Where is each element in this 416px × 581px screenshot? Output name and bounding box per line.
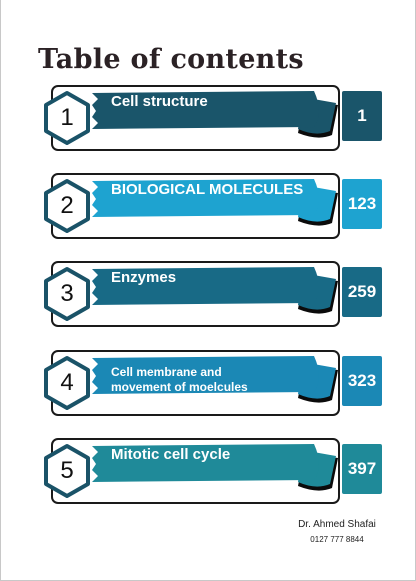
ribbon-body: [92, 444, 319, 482]
toc-entry-number: 5: [60, 457, 74, 484]
ribbon-banner: [92, 91, 338, 138]
ribbon-banner: [92, 356, 338, 403]
toc-entry-number: 1: [60, 104, 74, 131]
toc-entry-title: Enzymes: [111, 269, 177, 286]
ribbon-body: [92, 91, 319, 129]
ribbon-banner: [92, 444, 338, 491]
toc-entry-title: Cell structure: [111, 93, 208, 110]
toc-page-number: 397: [342, 444, 382, 494]
toc-entry[interactable]: Cell structure 1 1: [43, 85, 383, 163]
toc-entry[interactable]: BIOLOGICAL MOLECULES 2 123: [43, 173, 383, 251]
toc-entry-title: Mitotic cell cycle: [111, 446, 231, 463]
author-name: Dr. Ahmed Shafai: [298, 519, 376, 530]
ribbon-body: [92, 267, 319, 305]
hexagon-icon: [44, 444, 90, 498]
toc-entry[interactable]: Enzymes 3 259: [43, 261, 383, 339]
toc-page-number: 1: [342, 91, 382, 141]
toc-page-number: 123: [342, 179, 382, 229]
toc-entry-number: 3: [60, 280, 74, 307]
ribbon-body: [92, 179, 319, 217]
ribbon-banner: [92, 179, 338, 226]
hexagon-icon: [44, 356, 90, 410]
page-title: Table of contents: [38, 44, 304, 75]
toc-entry-number: 2: [60, 192, 74, 219]
ribbon-body: [92, 356, 319, 394]
author-phone: 0127 777 8844: [310, 535, 364, 544]
hexagon-icon: [44, 267, 90, 321]
toc-entry-title: Cell membrane and movement of moelcules: [111, 365, 248, 394]
toc-page-number: 259: [342, 267, 382, 317]
ribbon-banner: [92, 267, 338, 314]
toc-entry-title: BIOLOGICAL MOLECULES: [111, 181, 304, 198]
toc-page-number: 323: [342, 356, 382, 406]
hexagon-icon: [44, 179, 90, 233]
toc-entry[interactable]: Mitotic cell cycle 5 397: [43, 438, 383, 516]
hexagon-icon: [44, 91, 90, 145]
toc-entry[interactable]: Cell membrane and movement of moelcules 4…: [43, 350, 383, 428]
toc-entry-number: 4: [60, 369, 74, 396]
